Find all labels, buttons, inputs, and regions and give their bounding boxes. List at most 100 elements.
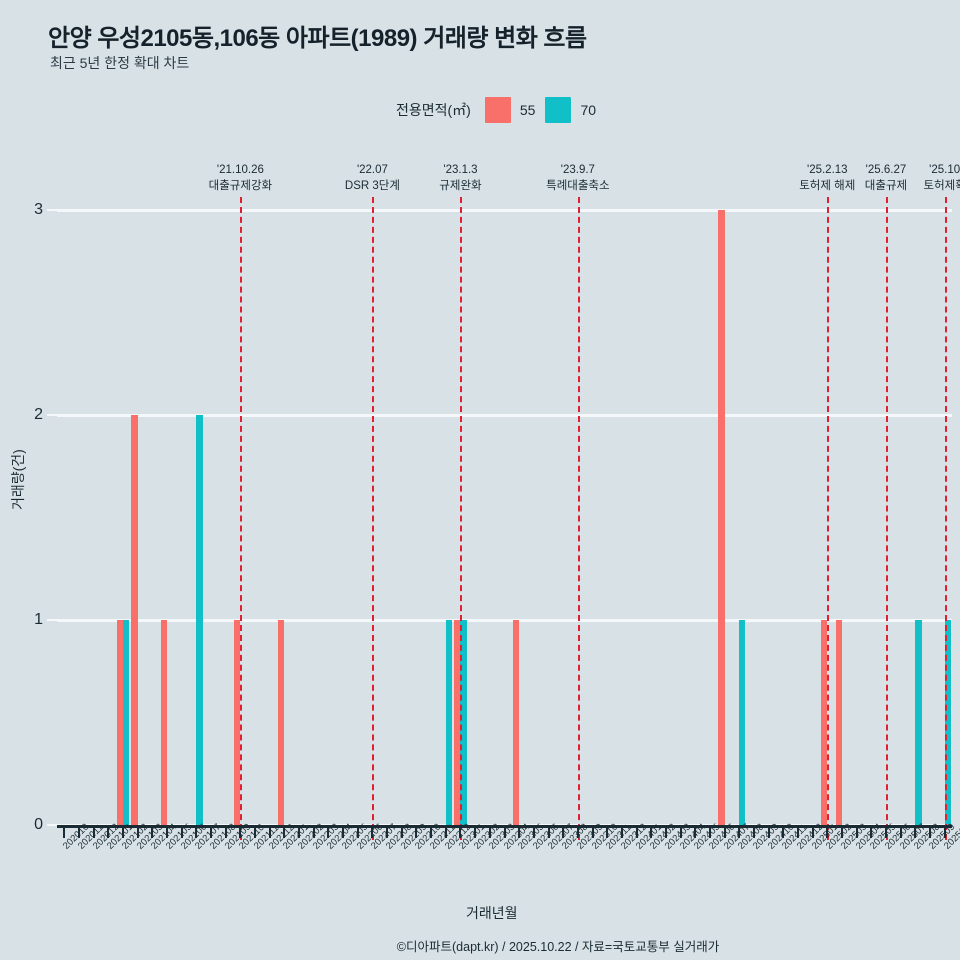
event-label-202506: '25.6.27 대출규제 xyxy=(865,163,907,195)
x-tick-mark xyxy=(459,825,462,838)
legend-swatch-55 xyxy=(484,97,511,123)
x-tick-mark xyxy=(767,825,770,838)
x-tick-mark xyxy=(474,825,477,838)
bar-70-202508[interactable] xyxy=(915,620,922,825)
bar-70-202102[interactable] xyxy=(123,620,130,825)
x-tick-mark xyxy=(928,825,931,838)
x-tick-mark xyxy=(708,825,711,838)
x-tick-mark xyxy=(518,825,521,838)
y-tick-label: 3 xyxy=(34,201,43,218)
x-tick-mark xyxy=(283,825,286,838)
x-tick-mark xyxy=(78,825,80,838)
y-tick-mark xyxy=(47,824,57,826)
event-date: '21.10.26 xyxy=(216,164,264,176)
legend-item-70[interactable]: 70 xyxy=(545,97,596,123)
event-text: 토허제확 xyxy=(923,180,960,192)
legend-label-55: 55 xyxy=(519,102,536,118)
x-tick-mark xyxy=(884,825,887,838)
event-text: DSR 3단계 xyxy=(344,180,400,192)
x-tick-mark xyxy=(855,825,858,838)
bar-55-202503[interactable] xyxy=(835,620,842,825)
x-tick-mark xyxy=(488,825,491,838)
x-tick-mark xyxy=(239,825,242,838)
event-label-202301: '23.1.3 규제완화 xyxy=(439,163,481,195)
x-tick-mark xyxy=(620,825,623,838)
event-label-202110: '21.10.26 대출규제강화 xyxy=(209,163,272,195)
x-tick-mark xyxy=(415,825,418,838)
bar-70-202107[interactable] xyxy=(196,415,203,825)
event-label-202510: '25.10 토허제확 xyxy=(923,163,960,195)
plot-area xyxy=(57,208,952,827)
footer-credit: ©디아파트(dapt.kr) / 2025.10.22 / 자료=국토교통부 실… xyxy=(396,940,720,954)
x-tick-mark xyxy=(430,825,433,838)
x-tick-mark xyxy=(371,825,374,838)
x-tick-mark xyxy=(532,825,535,838)
event-text: 규제완화 xyxy=(439,180,482,192)
x-tick-mark xyxy=(327,825,330,838)
x-tick-mark xyxy=(180,825,183,838)
event-date: '25.6.27 xyxy=(865,164,907,176)
x-tick-mark xyxy=(723,825,726,838)
bar-55-202301[interactable] xyxy=(454,620,461,825)
event-date: '23.1.3 xyxy=(443,164,478,176)
bar-55-202305[interactable] xyxy=(512,620,520,825)
bar-55-202407[interactable] xyxy=(718,210,725,825)
x-tick-mark xyxy=(576,825,579,838)
x-tick-mark xyxy=(254,825,257,838)
x-tick-mark xyxy=(298,825,301,838)
bar-70-202510[interactable] xyxy=(944,620,951,825)
x-tick-mark xyxy=(224,825,227,838)
bar-70-202301[interactable] xyxy=(460,620,467,825)
event-line-202510 xyxy=(944,197,947,840)
x-tick-mark xyxy=(738,825,741,838)
bar-55-202103[interactable] xyxy=(131,415,138,825)
x-tick-mark xyxy=(811,825,814,838)
legend-item-55[interactable]: 55 xyxy=(484,97,536,123)
chart-subtitle: 최근 5년 한정 확대 차트 xyxy=(50,55,190,71)
bar-55-202102[interactable] xyxy=(116,620,123,825)
x-tick-mark xyxy=(782,825,785,838)
bar-70-202408[interactable] xyxy=(739,620,746,825)
x-tick-mark xyxy=(356,825,359,838)
x-tick-mark xyxy=(752,825,755,838)
chart-title: 안양 우성2105동,106동 아파트(1989) 거래량 변화 흐름 xyxy=(48,25,587,52)
x-tick-mark xyxy=(312,825,315,838)
x-tick-mark xyxy=(650,825,653,838)
event-text: 대출규제 xyxy=(864,180,908,192)
event-label-202309: '23.9.7 특례대출축소 xyxy=(546,163,609,195)
bar-55-202502[interactable] xyxy=(821,620,828,825)
y-axis-title: 거래량(건) xyxy=(10,449,26,510)
x-tick-mark xyxy=(63,825,66,838)
bar-70-202212[interactable] xyxy=(445,620,452,825)
x-tick-mark xyxy=(122,825,125,838)
legend-title: 전용면적(㎡) xyxy=(396,102,471,118)
x-tick-mark xyxy=(635,825,638,838)
y-tick-mark xyxy=(47,209,57,211)
x-tick-mark xyxy=(606,825,609,838)
x-tick-mark xyxy=(840,825,843,838)
y-tick-label: 2 xyxy=(34,406,43,423)
x-tick-mark xyxy=(107,825,110,838)
x-tick-mark xyxy=(826,825,829,838)
event-text: 대출규제강화 xyxy=(208,180,273,192)
x-tick-mark xyxy=(899,825,902,838)
y-tick-mark xyxy=(47,619,57,621)
event-text: 특례대출축소 xyxy=(546,180,610,192)
event-date: '25.2.13 xyxy=(806,164,848,176)
bar-55-202110[interactable] xyxy=(234,620,241,825)
gridline xyxy=(57,618,952,622)
bar-55-202105[interactable] xyxy=(160,620,168,825)
x-tick-mark xyxy=(342,825,345,838)
event-line-202502 xyxy=(827,197,830,840)
event-line-202301 xyxy=(460,197,463,840)
event-line-202110 xyxy=(240,197,243,840)
x-tick-mark xyxy=(562,825,565,838)
x-tick-mark xyxy=(210,825,213,838)
x-tick-mark xyxy=(870,825,873,838)
x-tick-mark xyxy=(914,825,917,838)
bar-55-202201[interactable] xyxy=(278,620,285,825)
x-tick-mark xyxy=(796,825,799,838)
legend-label-70: 70 xyxy=(580,102,597,118)
event-label-202502: '25.2.13 토허제 해제 xyxy=(799,163,855,195)
